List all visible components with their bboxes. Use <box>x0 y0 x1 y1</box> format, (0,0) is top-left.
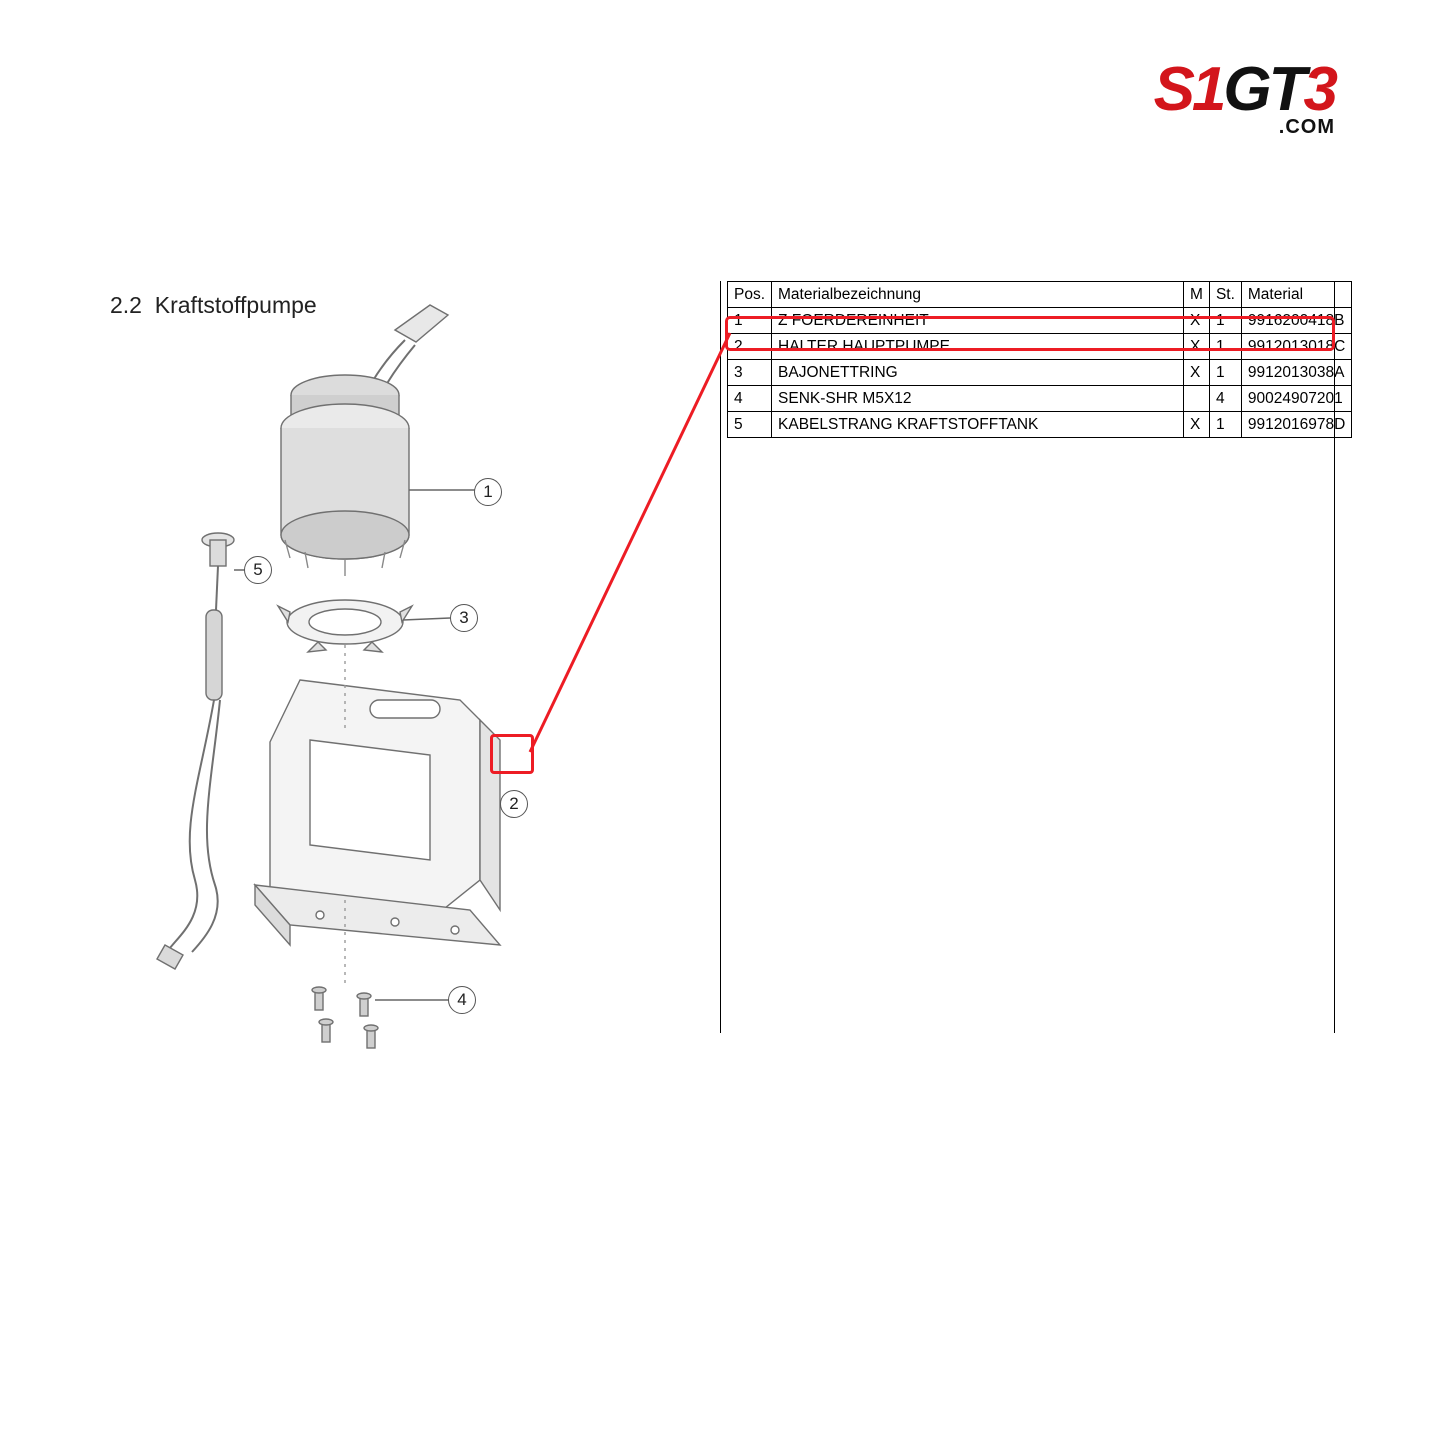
highlight-line <box>530 333 730 752</box>
highlight-line-svg <box>0 0 1445 1445</box>
